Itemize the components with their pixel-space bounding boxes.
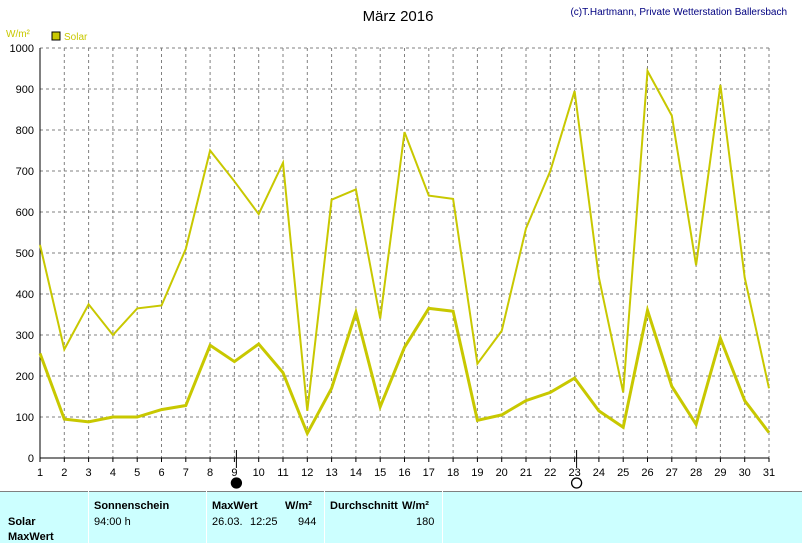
x-tick-label: 10 — [253, 467, 265, 479]
row-label-max: MaxWert — [8, 531, 54, 543]
x-tick-label: 24 — [593, 467, 605, 479]
info-panel: Sonnenschein MaxWert W/m² Durchschnitt W… — [0, 491, 802, 543]
x-tick-label: 20 — [496, 467, 508, 479]
x-tick-label: 31 — [763, 467, 775, 479]
x-tick-label: 17 — [423, 467, 435, 479]
col-avg-unit: W/m² — [402, 500, 429, 512]
series-line-max — [39, 67, 770, 412]
x-tick-label: 23 — [568, 467, 580, 479]
x-tick-label: 16 — [398, 467, 410, 479]
col-sunshine-header: Sonnenschein — [94, 500, 170, 512]
y-tick-label: 1000 — [10, 43, 34, 55]
y-tick-label: 500 — [16, 248, 34, 260]
y-tick-label: 200 — [16, 371, 34, 383]
x-ticks: 1 2 3 4 5 6 7 8 9 10 11 12 13 14 15 16 17 18 19 20 21 22 23 24 2… — [37, 458, 775, 479]
max-time: 12:25 — [250, 516, 278, 528]
y-tick-label: 300 — [16, 330, 34, 342]
panel-divider — [324, 491, 325, 543]
panel-divider — [88, 491, 89, 543]
max-value: 944 — [298, 516, 317, 528]
x-tick-label: 25 — [617, 467, 629, 479]
y-tick-label: 0 — [28, 453, 34, 465]
x-tick-label: 21 — [520, 467, 532, 479]
col-max-unit: W/m² — [285, 500, 312, 512]
moon-markers — [230, 450, 583, 489]
x-tick-label: 18 — [447, 467, 459, 479]
full-moon-icon — [570, 477, 583, 489]
x-tick-label: 3 — [86, 467, 92, 479]
col-max-header: MaxWert — [212, 500, 258, 512]
x-tick-label: 27 — [666, 467, 678, 479]
y-tick-label: 600 — [16, 207, 34, 219]
x-tick-label: 4 — [110, 467, 116, 479]
x-tick-label: 26 — [641, 467, 653, 479]
y-tick-label: 700 — [16, 166, 34, 178]
x-tick-label: 30 — [739, 467, 751, 479]
series-group — [38, 67, 771, 437]
y-tick-label: 800 — [16, 125, 34, 137]
y-tick-label: 900 — [16, 84, 34, 96]
credit-text: (c)T.Hartmann, Private Wetterstation Bal… — [570, 7, 787, 18]
x-tick-label: 6 — [158, 467, 164, 479]
panel-divider — [206, 491, 207, 543]
x-tick-label: 22 — [544, 467, 556, 479]
legend-swatch — [51, 31, 61, 41]
x-tick-label: 13 — [325, 467, 337, 479]
legend-label: Solar — [64, 32, 88, 43]
x-tick-label: 1 — [37, 467, 43, 479]
x-tick-label: 2 — [61, 467, 67, 479]
col-avg-header: Durchschnitt — [330, 500, 398, 512]
x-tick-label: 11 — [277, 467, 288, 479]
x-tick-label: 8 — [207, 467, 213, 479]
panel-divider — [442, 491, 443, 543]
chart-title: März 2016 — [363, 8, 434, 25]
y-ticks: 0 100 200 300 400 500 600 700 800 900 1000 — [10, 43, 34, 465]
panel-top-border — [0, 491, 802, 492]
sunshine-value: 94:00 h — [94, 516, 131, 528]
grid — [40, 47, 770, 458]
max-date: 26.03. — [212, 516, 243, 528]
x-tick-label: 9 — [231, 467, 237, 479]
y-tick-label: 100 — [16, 412, 34, 424]
series-line-mean — [38, 304, 771, 437]
new-moon-icon — [230, 477, 243, 489]
x-tick-label: 14 — [350, 467, 362, 479]
avg-value: 180 — [416, 516, 435, 528]
x-tick-label: 5 — [134, 467, 140, 479]
x-tick-label: 28 — [690, 467, 702, 479]
x-tick-label: 29 — [714, 467, 726, 479]
x-tick-label: 19 — [471, 467, 483, 479]
row-label-solar: Solar — [8, 516, 36, 528]
y-tick-label: 400 — [16, 289, 34, 301]
y-unit-label: W/m² — [6, 29, 31, 40]
x-tick-label: 12 — [301, 467, 313, 479]
x-tick-label: 15 — [374, 467, 386, 479]
x-tick-label: 7 — [183, 467, 189, 479]
